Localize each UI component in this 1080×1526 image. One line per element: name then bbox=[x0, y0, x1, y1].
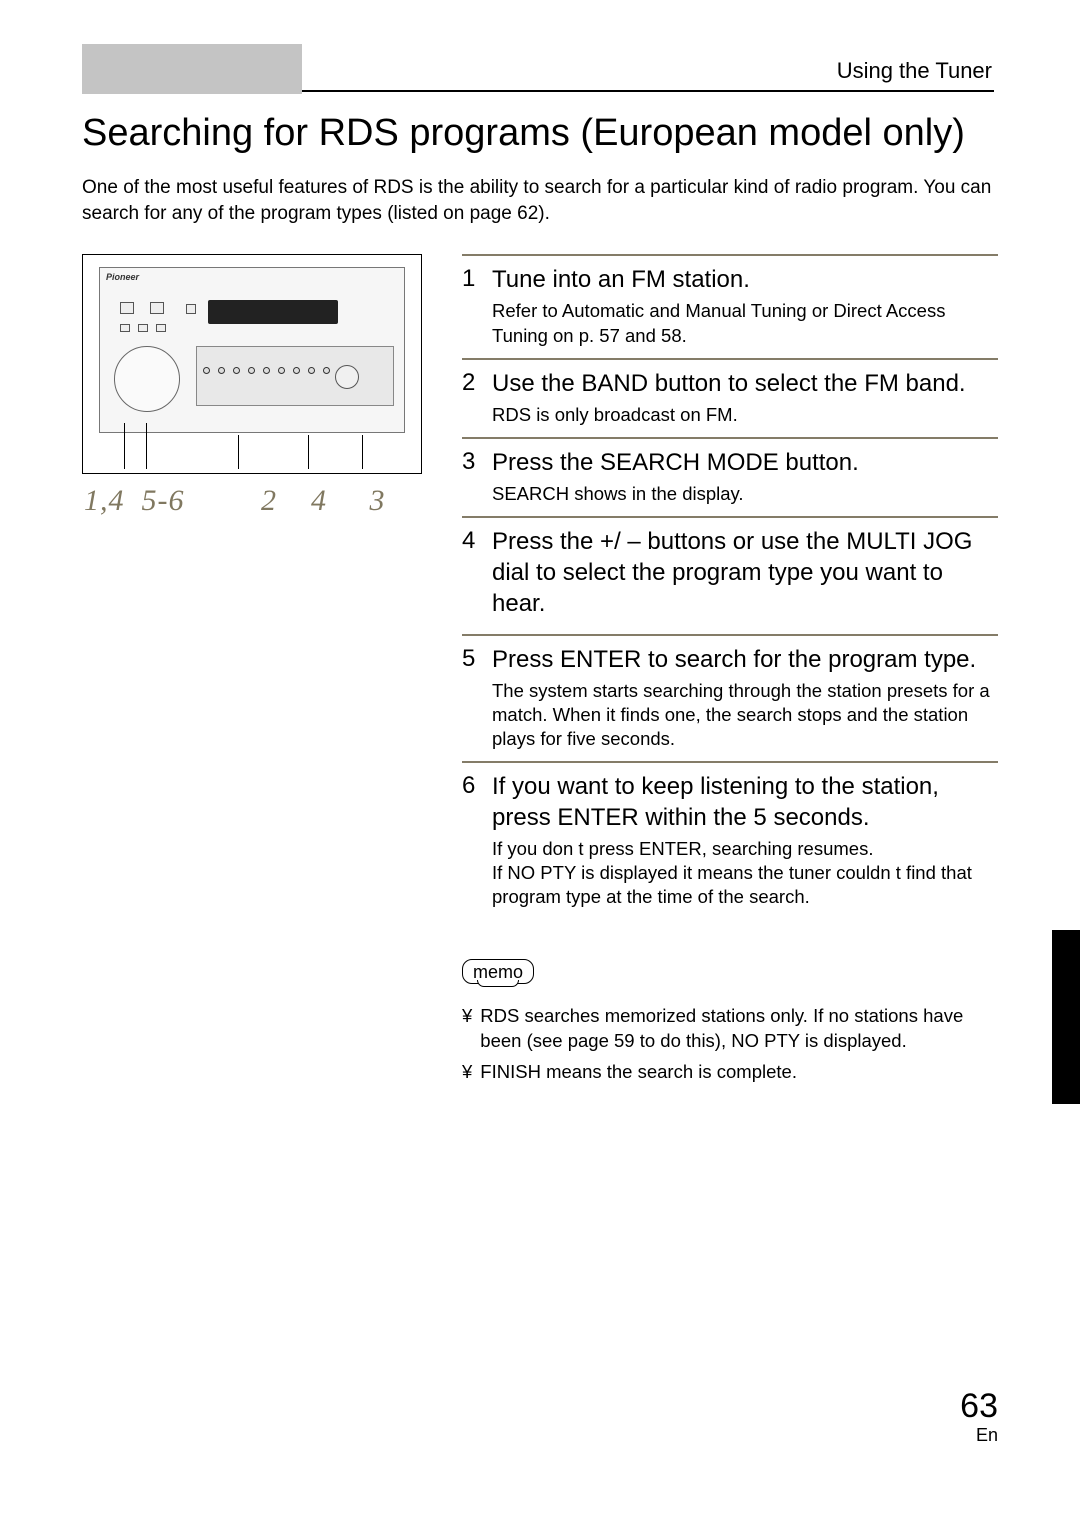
step-number: 6 bbox=[462, 771, 482, 910]
lower-control-panel bbox=[196, 346, 394, 406]
figure-callout-numbers: 1,4 5-6 2 4 3 bbox=[82, 484, 422, 518]
small-dial bbox=[335, 365, 359, 389]
manual-page: Using the Tuner Searching for RDS progra… bbox=[0, 0, 1080, 1486]
callout-line bbox=[362, 435, 363, 469]
step-body: Tune into an FM station. Refer to Automa… bbox=[492, 264, 998, 347]
step-item: 3 Press the SEARCH MODE button. SEARCH s… bbox=[462, 437, 998, 516]
multi-jog-dial bbox=[114, 346, 180, 412]
page-footer: 63 En bbox=[960, 1389, 998, 1446]
section-side-tab bbox=[1052, 930, 1080, 1104]
step-item: 4 Press the +/ – buttons or use the MULT… bbox=[462, 516, 998, 634]
panel-small-button bbox=[156, 324, 166, 332]
step-number: 3 bbox=[462, 447, 482, 506]
header-right: Using the Tuner bbox=[302, 44, 998, 94]
round-button bbox=[278, 367, 285, 374]
round-button bbox=[218, 367, 225, 374]
brand-logo: Pioneer bbox=[106, 272, 139, 282]
intro-paragraph: One of the most useful features of RDS i… bbox=[82, 175, 998, 226]
step-title: Use the BAND button to select the FM ban… bbox=[492, 368, 998, 399]
page-number: 63 bbox=[960, 1389, 998, 1423]
memo-text: RDS searches memorized stations only. If… bbox=[480, 1004, 998, 1054]
step-title: If you want to keep listening to the sta… bbox=[492, 771, 998, 833]
memo-badge: memo bbox=[462, 959, 534, 984]
step-body: Use the BAND button to select the FM ban… bbox=[492, 368, 998, 427]
step-number: 1 bbox=[462, 264, 482, 347]
bullet-icon: ¥ bbox=[462, 1004, 472, 1054]
step-number: 5 bbox=[462, 644, 482, 751]
step-item: 6 If you want to keep listening to the s… bbox=[462, 761, 998, 920]
header-rule bbox=[302, 90, 994, 92]
panel-small-button bbox=[138, 324, 148, 332]
header-bar: Using the Tuner bbox=[82, 44, 998, 94]
memo-item: ¥ FINISH means the search is complete. bbox=[462, 1060, 998, 1085]
round-button bbox=[293, 367, 300, 374]
step-number: 4 bbox=[462, 526, 482, 624]
round-button bbox=[203, 367, 210, 374]
breadcrumb: Using the Tuner bbox=[302, 58, 994, 84]
page-language: En bbox=[960, 1425, 998, 1446]
button-row bbox=[203, 367, 345, 374]
step-item: 1 Tune into an FM station. Refer to Auto… bbox=[462, 254, 998, 357]
callout-line bbox=[308, 435, 309, 469]
step-note: RDS is only broadcast on FM. bbox=[492, 403, 998, 427]
step-body: If you want to keep listening to the sta… bbox=[492, 771, 998, 910]
step-title: Press the +/ – buttons or use the MULTI … bbox=[492, 526, 998, 620]
panel-button bbox=[186, 304, 196, 314]
step-number: 2 bbox=[462, 368, 482, 427]
step-title: Tune into an FM station. bbox=[492, 264, 998, 295]
callout-line bbox=[238, 435, 239, 469]
step-note: Refer to Automatic and Manual Tuning or … bbox=[492, 299, 998, 347]
step-note: If you don t press ENTER, searching resu… bbox=[492, 837, 998, 909]
panel-small-button bbox=[120, 324, 130, 332]
round-button bbox=[248, 367, 255, 374]
step-item: 2 Use the BAND button to select the FM b… bbox=[462, 358, 998, 437]
bullet-icon: ¥ bbox=[462, 1060, 472, 1085]
round-button bbox=[308, 367, 315, 374]
round-button bbox=[233, 367, 240, 374]
memo-list: ¥ RDS searches memorized stations only. … bbox=[462, 1004, 998, 1085]
memo-section: memo ¥ RDS searches memorized stations o… bbox=[462, 959, 998, 1085]
callout-line bbox=[146, 423, 147, 469]
page-title: Searching for RDS programs (European mod… bbox=[82, 112, 998, 155]
memo-text: FINISH means the search is complete. bbox=[480, 1060, 797, 1085]
display-screen bbox=[208, 300, 338, 324]
step-title: Press ENTER to search for the program ty… bbox=[492, 644, 998, 675]
round-button bbox=[263, 367, 270, 374]
content-columns: Pioneer bbox=[82, 254, 998, 1091]
step-body: Press the SEARCH MODE button. SEARCH sho… bbox=[492, 447, 998, 506]
step-body: Press the +/ – buttons or use the MULTI … bbox=[492, 526, 998, 624]
memo-item: ¥ RDS searches memorized stations only. … bbox=[462, 1004, 998, 1054]
step-body: Press ENTER to search for the program ty… bbox=[492, 644, 998, 751]
header-tab-block bbox=[82, 44, 302, 94]
step-title: Press the SEARCH MODE button. bbox=[492, 447, 998, 478]
step-note: SEARCH shows in the display. bbox=[492, 482, 998, 506]
device-illustration: Pioneer bbox=[82, 254, 422, 474]
callout-line bbox=[124, 423, 125, 469]
figure-column: Pioneer bbox=[82, 254, 422, 1091]
device-panel: Pioneer bbox=[99, 267, 405, 433]
round-button bbox=[323, 367, 330, 374]
step-item: 5 Press ENTER to search for the program … bbox=[462, 634, 998, 761]
panel-button bbox=[120, 302, 134, 314]
step-note: The system starts searching through the … bbox=[492, 679, 998, 751]
steps-column: 1 Tune into an FM station. Refer to Auto… bbox=[462, 254, 998, 1091]
panel-button bbox=[150, 302, 164, 314]
